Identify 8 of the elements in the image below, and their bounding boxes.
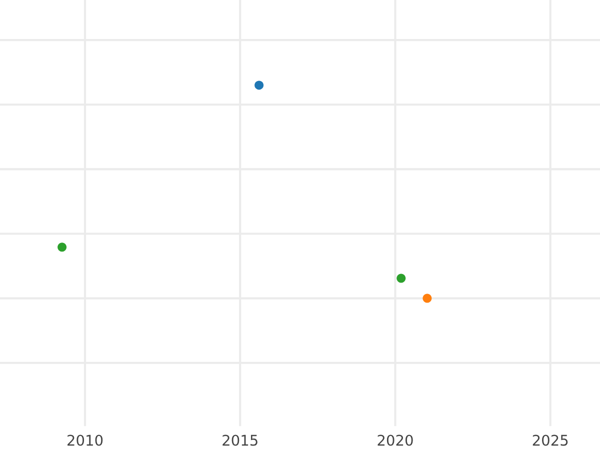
x-tick-label: 2015 — [222, 434, 258, 446]
x-tick-label: 2010 — [68, 434, 103, 446]
x-tick-label: 2025 — [532, 434, 568, 446]
point — [58, 242, 67, 252]
point — [396, 274, 406, 283]
point — [254, 80, 264, 90]
point — [422, 294, 432, 303]
x-tick-label: 2020 — [378, 434, 413, 446]
